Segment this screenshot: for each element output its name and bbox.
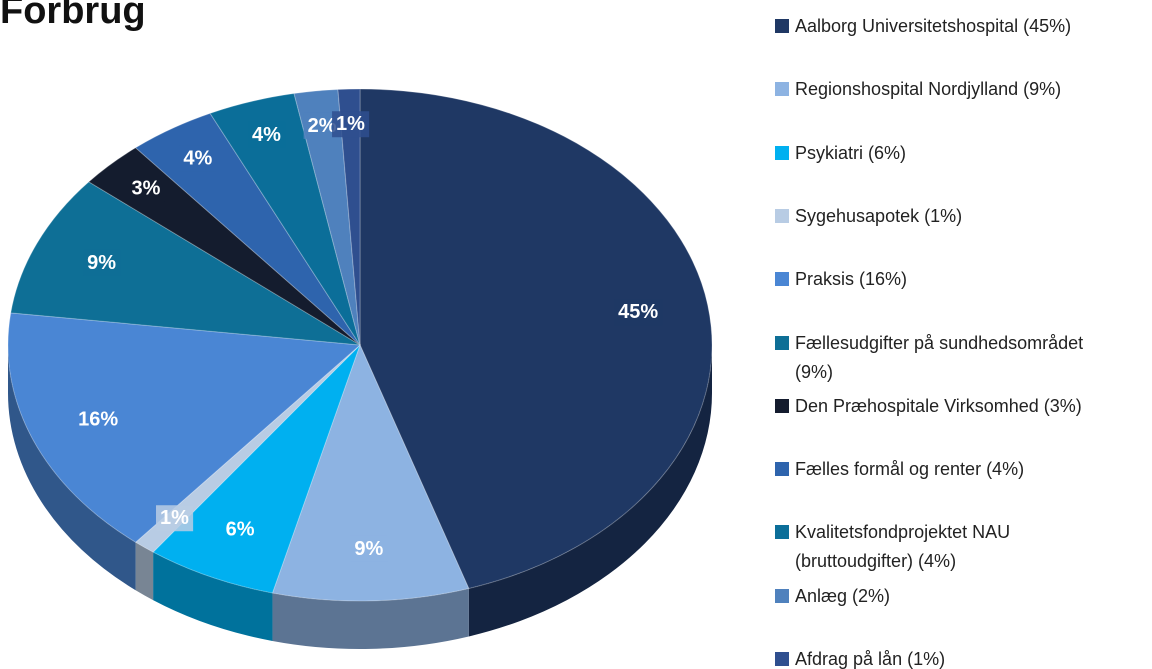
data-label-box — [179, 145, 217, 172]
legend-label: Anlæg (2%) — [795, 585, 891, 606]
slice — [134, 344, 361, 553]
legend-item: Den Præhospitale Virksomhed (3%) — [775, 392, 1105, 421]
data-label: 1% — [336, 113, 365, 135]
legend-item: Psykiatri (6%) — [775, 139, 1105, 168]
slice — [293, 88, 361, 346]
data-label-box — [350, 535, 388, 562]
slice — [271, 343, 470, 602]
legend-swatch — [775, 208, 789, 223]
data-label: 1% — [160, 507, 189, 529]
data-label: 9% — [87, 252, 116, 274]
legend-label: Praksis (16%) — [795, 269, 908, 290]
legend-item: Fællesudgifter på sundhedsområdet (9%) — [775, 329, 1105, 387]
legend-label: Fællesudgifter på sundhedsområdet (9%) — [795, 332, 1084, 382]
legend-swatch — [775, 525, 789, 540]
legend-label: Afdrag på lån (1%) — [795, 649, 946, 669]
legend-item: Afdrag på lån (1%) — [775, 645, 1105, 669]
slice — [10, 181, 361, 346]
legend-label: Kvalitetsfondprojektet NAU (bruttoudgift… — [795, 522, 1011, 572]
legend-item: Praksis (16%) — [775, 265, 1105, 294]
slice-side — [272, 588, 469, 649]
legend-label: Den Præhospitale Virksomhed (3%) — [795, 395, 1082, 416]
legend-swatch — [775, 145, 789, 160]
legend-item: Kvalitetsfondprojektet NAU (bruttoudgift… — [775, 518, 1105, 576]
legend-item: Anlæg (2%) — [775, 582, 1105, 611]
slice-side — [153, 552, 273, 641]
legend-label: Aalborg Universitetshospital (45%) — [795, 16, 1072, 36]
slice-side — [468, 345, 712, 637]
pie-chart: 45%9%6%1%16%9%3%4%4% 2% 1% — [7, 88, 713, 649]
legend-swatch — [775, 272, 789, 287]
slice-side — [135, 542, 154, 601]
slice — [152, 344, 361, 594]
data-label: 2% — [308, 115, 337, 137]
data-label: 9% — [354, 538, 383, 560]
chart-title: Forbrug — [0, 0, 146, 32]
legend-label: Fælles formål og renter (4%) — [795, 459, 1025, 480]
data-label: 6% — [226, 519, 255, 541]
data-label-box — [156, 505, 194, 532]
slice — [337, 88, 361, 346]
legend-swatch — [775, 462, 789, 477]
data-label-box — [83, 249, 121, 276]
legend-label: Regionshospital Nordjylland (9%) — [795, 79, 1062, 100]
data-label: 45% — [618, 301, 658, 323]
data-label: 4% — [252, 124, 281, 146]
slice-side — [7, 345, 136, 591]
legend-swatch — [775, 588, 789, 603]
legend-item: Sygehusapotek (1%) — [775, 202, 1105, 231]
legend-label: Psykiatri (6%) — [795, 142, 907, 163]
legend-label: Sygehusapotek (1%) — [795, 205, 963, 226]
data-label-box — [74, 406, 123, 433]
legend-swatch — [775, 335, 789, 350]
data-label-box — [614, 299, 663, 326]
slice — [209, 92, 361, 346]
data-label-box — [332, 111, 370, 138]
legend-swatch — [775, 19, 789, 33]
data-label-box — [221, 516, 259, 543]
legend-swatch — [775, 398, 789, 413]
data-label-box — [248, 121, 286, 148]
legend-swatch — [775, 652, 789, 666]
data-label: 16% — [78, 409, 118, 431]
data-label: 3% — [131, 178, 160, 200]
legend-item: Regionshospital Nordjylland (9%) — [775, 75, 1105, 104]
slice — [7, 312, 362, 543]
data-label-box — [127, 175, 165, 202]
legend-item: Fælles formål og renter (4%) — [775, 455, 1105, 484]
legend-item: Aalborg Universitetshospital (45%) — [775, 12, 1105, 41]
legend-swatch — [775, 82, 789, 97]
data-label: 4% — [183, 147, 212, 169]
slice — [359, 88, 713, 590]
